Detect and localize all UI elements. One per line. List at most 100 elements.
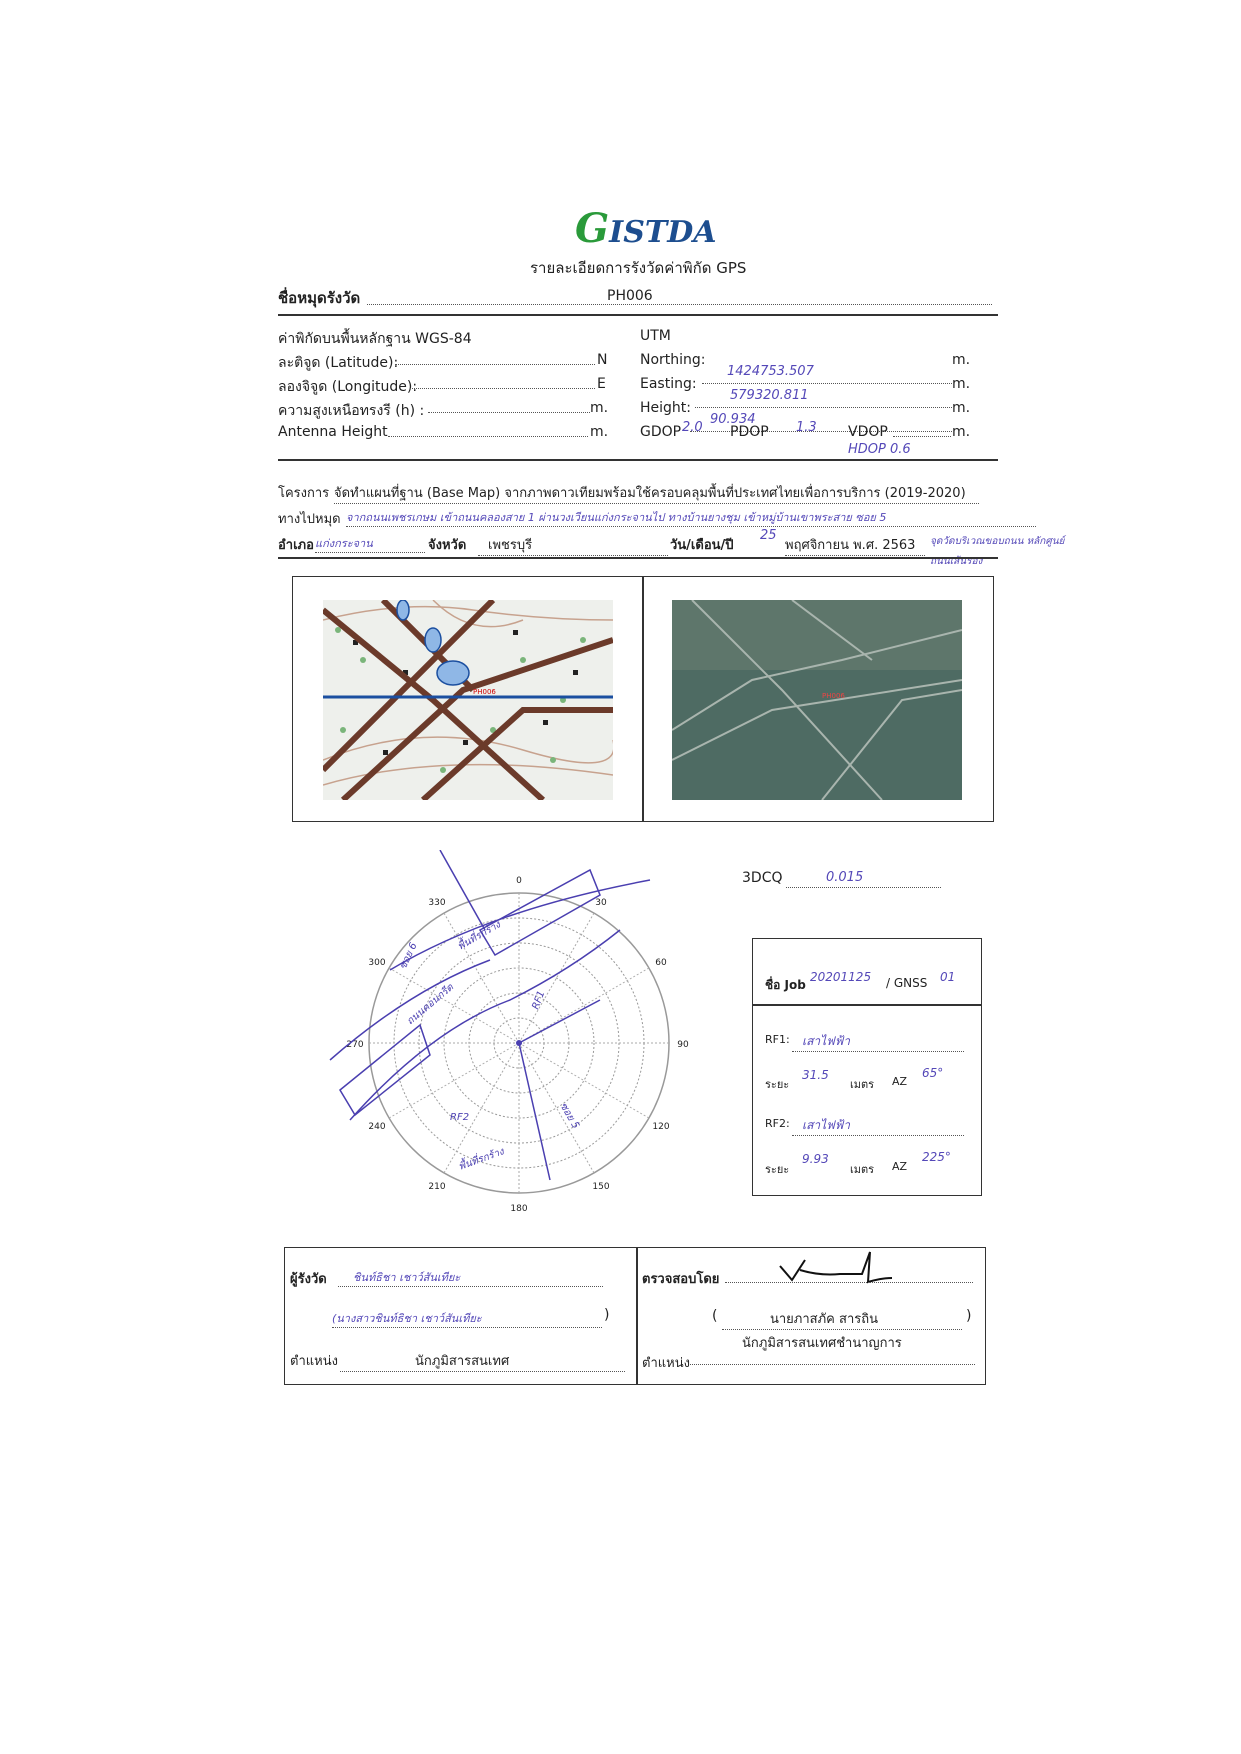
job-box <box>752 938 982 1196</box>
antenna-field <box>388 436 588 437</box>
sky-annotation: RF2 <box>450 1112 469 1123</box>
surveyor-name: (นางสาวชินท์ธิชา เชาว์สันเทียะ <box>332 1312 482 1325</box>
checker-signature <box>779 1251 893 1284</box>
vdop-field <box>893 436 951 437</box>
gdop-value: 2.0 <box>682 420 703 435</box>
dcq-label: 3DCQ <box>742 870 783 886</box>
hdop-value: HDOP 0.6 <box>848 442 911 457</box>
checker-name: นายภาสภัค สารถิน <box>770 1312 878 1327</box>
divider <box>278 314 998 316</box>
easting-label: Easting: <box>640 376 697 392</box>
dcq-value: 0.015 <box>826 870 864 885</box>
dcq-field: 0.015 <box>786 870 941 888</box>
project-value: จัดทำแผนที่ฐาน (Base Map) จากภาพดาวเทียม… <box>334 486 966 501</box>
sky-spoke <box>443 912 520 1044</box>
province-field: เพชรบุรี <box>478 534 668 556</box>
dist2-value: 9.93 <box>802 1152 829 1166</box>
paren-close: ) <box>604 1307 610 1323</box>
sky-tick-label: 120 <box>652 1122 669 1132</box>
antenna-label: Antenna Height <box>278 424 388 440</box>
paren-open: ( <box>712 1308 718 1324</box>
district-value: แก่งกระจาน <box>315 537 373 550</box>
station-point <box>516 1040 522 1046</box>
sky-spoke <box>518 1042 595 1174</box>
rf2-field: เสาไฟฟ้า <box>792 1114 964 1136</box>
checker-label: ตรวจสอบโดย <box>642 1272 720 1287</box>
sky-annotation: RF1 <box>530 989 547 1011</box>
day-value: 25 <box>760 528 777 543</box>
sky-tick-label: 210 <box>428 1182 445 1192</box>
antenna-unit: m. <box>590 424 609 440</box>
district-label: อำเภอ <box>278 538 314 553</box>
form-title: รายละเอียดการรังวัดค่าพิกัด GPS <box>530 259 747 277</box>
rf2-label: RF2: <box>765 1117 790 1130</box>
checker-position: นักภูมิสารสนเทศชำนาญการ <box>742 1336 902 1351</box>
date-label: วัน/เดือน/ปี <box>670 538 734 553</box>
district-field: แก่งกระจาน <box>315 532 425 553</box>
province-value: เพชรบุรี <box>488 538 533 553</box>
lon-unit: E <box>597 376 606 392</box>
az1-value: 65° <box>922 1066 944 1080</box>
pdop-label: PDOP <box>730 424 769 440</box>
sky-tick-label: 30 <box>595 898 607 908</box>
height-label: Height: <box>640 400 691 416</box>
paren-close: ) <box>966 1308 972 1324</box>
sky-tick-label: 150 <box>592 1182 609 1192</box>
surveyor-label: ผู้รังวัด <box>290 1272 327 1287</box>
meter-label: เมตร <box>850 1078 875 1091</box>
rf1-value: เสาไฟฟ้า <box>802 1034 850 1048</box>
easting-field: 579320.811 <box>695 388 952 408</box>
station-label: ชื่อหมุดรังวัด <box>278 289 361 307</box>
easting-unit: m. <box>952 376 971 392</box>
handwritten-road-line <box>349 929 621 1121</box>
az2-label: AZ <box>892 1160 908 1173</box>
topographic-map-image: PH006 <box>323 600 613 800</box>
sky-tick-label: 90 <box>677 1040 689 1050</box>
signature-divider <box>636 1247 638 1385</box>
surveyor-name-field: (นางสาวชินท์ธิชา เชาว์สันเทียะ <box>332 1307 602 1328</box>
checker-sig-field <box>725 1282 973 1283</box>
pdop-value: 1.3 <box>796 420 817 435</box>
surveyor-sig-field: ชินท์ธิชา เชาว์สันเทียะ <box>338 1266 603 1287</box>
northing-value: 1424753.507 <box>727 364 814 379</box>
dist1-label: ระยะ <box>765 1078 790 1091</box>
sky-tick-label: 0 <box>516 876 522 886</box>
gistda-logo: GISTDA <box>575 205 717 252</box>
project-field: จัดทำแผนที่ฐาน (Base Map) จากภาพดาวเทียม… <box>334 482 979 504</box>
northing-label: Northing: <box>640 352 706 368</box>
sky-spoke <box>518 1042 650 1119</box>
sky-ring <box>443 967 595 1119</box>
route-value: จากถนนเพชรเกษม เข้าถนนคลองสาย 1 ผ่านวงเว… <box>346 511 887 524</box>
sky-tick-label: 300 <box>368 958 385 968</box>
surveyor-signature: ชินท์ธิชา เชาว์สันเทียะ <box>353 1271 461 1284</box>
surveyor-position: นักภูมิสารสนเทศ <box>415 1354 510 1369</box>
lat-label: ละติจูด (Latitude): <box>278 355 399 371</box>
easting-value: 579320.811 <box>730 388 809 403</box>
job-divider <box>752 1004 982 1006</box>
sky-annotation: ซอย 6 <box>398 941 420 971</box>
sky-annotation: พื้นที่รกร้าง <box>456 1143 506 1173</box>
ellipsoid-height-label: ความสูงเหนือทรงรี (h) : <box>278 403 425 419</box>
project-label: โครงการ <box>278 486 330 501</box>
image-divider <box>642 576 644 822</box>
sky-spoke <box>518 967 650 1044</box>
lon-label: ลองจิจูด (Longitude): <box>278 379 418 395</box>
sat-station-label: PH006 <box>822 692 845 700</box>
job-value: 20201125 <box>810 970 872 984</box>
route-field: จากถนนเพชรเกษม เข้าถนนคลองสาย 1 ผ่านวงเว… <box>346 506 1036 527</box>
sky-spoke <box>388 1042 520 1119</box>
rf1-field: เสาไฟฟ้า <box>792 1030 964 1052</box>
az2-value: 225° <box>922 1150 951 1164</box>
hatched-area <box>339 1023 431 1117</box>
satellite-image: PH006 <box>672 600 962 800</box>
handwritten-road-line <box>439 850 486 931</box>
sky-tick-label: 60 <box>655 958 667 968</box>
sky-spoke <box>518 912 595 1044</box>
wgs-heading: ค่าพิกัดบนพื้นหลักฐาน WGS-84 <box>278 331 472 347</box>
height-unit: m. <box>952 400 971 416</box>
hatched-area <box>478 868 601 957</box>
ellipsoid-height-field <box>428 412 590 413</box>
sky-tick-label: 270 <box>346 1040 363 1050</box>
checker-name-field: นายภาสภัค สารถิน <box>722 1308 962 1330</box>
